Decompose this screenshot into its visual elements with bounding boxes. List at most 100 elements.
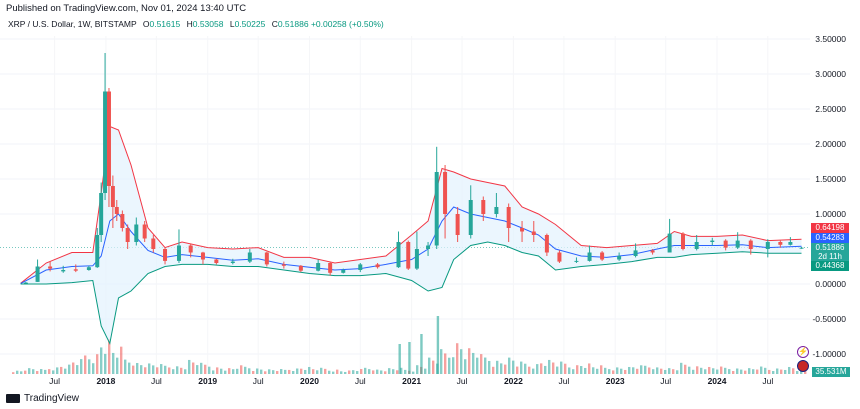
y-tick-label: 2.00000 <box>815 139 846 149</box>
volume-bar <box>164 365 167 374</box>
volume-bar <box>224 370 227 374</box>
volume-bar <box>796 371 799 374</box>
volume-bar <box>524 363 527 374</box>
volume-bar <box>552 362 555 374</box>
volume-bar <box>532 368 535 374</box>
volume-bar <box>648 367 651 374</box>
y-tick-label: -0.50000 <box>812 314 846 324</box>
x-tick-label: Jul <box>253 376 264 386</box>
volume-bar <box>676 370 679 374</box>
volume-bar <box>384 371 387 374</box>
close-value: 0.51886 <box>277 19 309 29</box>
low-label: L <box>229 19 235 29</box>
candlesticks <box>23 53 804 284</box>
volume-bar <box>12 372 15 374</box>
volume-bar <box>780 369 783 374</box>
volume-bar <box>716 369 719 374</box>
volume-bar <box>252 371 255 374</box>
volume-bar <box>92 363 95 374</box>
x-tick-label: 2024 <box>708 376 727 386</box>
volume-bar <box>408 342 411 374</box>
candle-body <box>23 282 28 284</box>
volume-bar <box>744 370 747 374</box>
volume-bar <box>632 367 635 374</box>
volume-bar <box>596 368 599 374</box>
volume-bar <box>776 368 779 374</box>
volume-bar <box>120 346 123 374</box>
volume-bar <box>300 368 303 374</box>
candle-body <box>375 264 380 268</box>
us-flag-icon[interactable] <box>797 360 809 372</box>
lightning-icon[interactable]: ⚡ <box>797 346 809 358</box>
candle-body <box>35 266 40 282</box>
x-tick-label: 2019 <box>198 376 217 386</box>
volume-bar <box>364 367 367 374</box>
volume-bar <box>428 357 431 374</box>
volume-badge: 35.531M <box>812 367 850 377</box>
volume-bar <box>792 368 795 374</box>
volume-bar <box>756 369 759 374</box>
volume-bar <box>64 368 67 374</box>
volume-bar <box>372 370 375 374</box>
volume-bar <box>784 369 787 374</box>
volume-bar <box>36 371 39 374</box>
volume-bar <box>148 363 151 374</box>
volume-bar <box>320 367 323 374</box>
volume-bar <box>52 370 55 374</box>
volume-bar <box>72 362 75 374</box>
volume-bar <box>740 369 743 374</box>
candle-body <box>298 265 303 271</box>
volume-bar <box>588 363 591 374</box>
volume-bar <box>240 365 243 374</box>
volume-bar <box>220 368 223 374</box>
volume-bar <box>568 367 571 374</box>
volume-bar <box>188 359 191 374</box>
x-tick-label: Jul <box>558 376 569 386</box>
candle-body <box>328 263 333 273</box>
candle-body <box>506 207 511 228</box>
volume-bar <box>228 368 231 374</box>
volume-bar <box>540 363 543 374</box>
volume-bar <box>628 366 631 374</box>
candle-body <box>341 270 346 273</box>
candle-body <box>557 252 562 262</box>
candle-body <box>481 200 486 214</box>
volume-bar <box>172 369 175 374</box>
volume-bar <box>128 362 131 374</box>
volume-bar <box>556 366 559 374</box>
volume-bar <box>452 357 455 374</box>
volume-bar <box>636 368 639 374</box>
volume-bar <box>564 363 567 374</box>
volume-bar <box>668 368 671 374</box>
volume-bar <box>656 367 659 374</box>
candle-body <box>61 270 66 272</box>
low-value: 0.50225 <box>234 19 266 29</box>
volume-bar <box>368 369 371 374</box>
tradingview-logo-icon <box>6 394 20 403</box>
volume-bar <box>380 370 383 374</box>
volume-bar <box>696 366 699 374</box>
volume-bar <box>404 369 407 374</box>
volume-bar <box>664 369 667 374</box>
candle-body <box>788 242 793 245</box>
volume-bar <box>492 366 495 374</box>
close-label: C <box>271 19 278 29</box>
candle-body <box>120 214 125 228</box>
volume-bar <box>692 369 695 374</box>
candle-body <box>414 249 419 269</box>
volume-bar <box>704 369 707 374</box>
volume-bar <box>316 370 319 374</box>
volume-bar <box>600 365 603 374</box>
volume-bar <box>448 357 451 374</box>
footer: TradingView <box>6 393 79 404</box>
volume-bar <box>140 365 143 374</box>
volume-bar <box>104 353 107 374</box>
y-tick-label: 3.50000 <box>815 34 846 44</box>
volume-bar <box>392 369 395 374</box>
volume-bar <box>180 367 183 374</box>
volume-bar <box>604 367 607 374</box>
volume-bar <box>284 369 287 374</box>
volume-bar <box>212 370 215 374</box>
volume-bar <box>260 369 263 374</box>
